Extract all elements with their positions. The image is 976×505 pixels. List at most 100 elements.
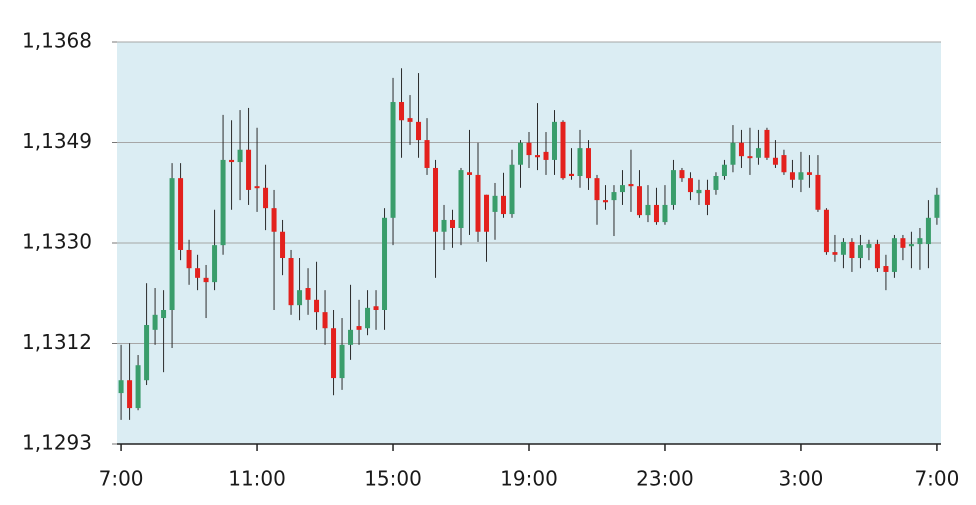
- x-tick-label: 23:00: [636, 467, 694, 491]
- candle-body: [602, 200, 608, 203]
- candle-body: [696, 189, 702, 194]
- candle-body: [365, 307, 371, 329]
- candle-body: [560, 121, 566, 179]
- candle-body: [212, 245, 218, 283]
- candle-body: [399, 102, 405, 121]
- candle-body: [492, 195, 498, 212]
- y-tick-label: 1,1368: [22, 29, 92, 53]
- candle-body: [390, 102, 396, 218]
- candle-body: [925, 217, 931, 245]
- candle-body: [450, 219, 456, 228]
- candle-body: [900, 238, 906, 248]
- candle-body: [424, 140, 430, 168]
- candle-body: [356, 326, 362, 330]
- y-tick-label: 1,1312: [22, 330, 92, 354]
- candle-body: [704, 189, 710, 205]
- candle-body: [144, 325, 150, 381]
- candle-body: [433, 167, 439, 232]
- candle-body: [568, 173, 574, 176]
- candle-body: [195, 268, 201, 278]
- candle-body: [322, 312, 328, 329]
- candle-body: [135, 365, 141, 409]
- candle-body: [229, 159, 235, 163]
- y-tick-label: 1,1330: [22, 230, 92, 254]
- candle-body: [874, 244, 880, 269]
- candle-body: [866, 244, 872, 248]
- candle-body: [305, 288, 311, 300]
- candle-body: [331, 328, 337, 379]
- candle-body: [789, 172, 795, 180]
- x-tick-label: 7:00: [914, 467, 959, 491]
- candle-body: [348, 329, 354, 345]
- candle-body: [772, 157, 778, 165]
- candle-body: [551, 121, 557, 160]
- candle-body: [534, 155, 540, 158]
- candle-body: [670, 170, 676, 205]
- candle-body: [127, 380, 133, 409]
- candle-body: [339, 344, 345, 379]
- candle-body: [382, 217, 388, 310]
- candle-body: [687, 178, 693, 193]
- candle-body: [169, 178, 175, 310]
- candle-body: [934, 194, 940, 218]
- candle-body: [832, 252, 838, 255]
- candle-body: [840, 241, 846, 255]
- candle-body: [577, 148, 583, 176]
- candle-body: [628, 184, 634, 187]
- candle-body: [594, 178, 600, 201]
- candle-body: [237, 149, 243, 163]
- candle-body: [764, 129, 770, 158]
- candle-body: [484, 194, 490, 232]
- candle-body: [815, 174, 821, 210]
- candle-body: [263, 187, 269, 209]
- candle-body: [849, 241, 855, 259]
- candle-body: [475, 174, 481, 232]
- candle-body: [883, 266, 889, 272]
- candle-body: [645, 204, 651, 216]
- candle-body: [416, 121, 422, 141]
- candle-body: [917, 238, 923, 245]
- candle-body: [543, 151, 549, 160]
- candle-body: [730, 142, 736, 165]
- candle-body: [721, 164, 727, 176]
- candle-body: [908, 244, 914, 247]
- candle-body: [806, 172, 812, 175]
- candle-body: [781, 155, 787, 173]
- candle-body: [161, 310, 167, 319]
- candle-body: [653, 204, 659, 223]
- y-tick-label: 1,1349: [22, 129, 92, 153]
- candle-body: [636, 186, 642, 216]
- candle-body: [458, 170, 464, 228]
- x-tick-label: 19:00: [500, 467, 558, 491]
- candle-body: [271, 208, 277, 232]
- candle-body: [518, 142, 524, 165]
- x-tick-label: 15:00: [364, 467, 422, 491]
- x-tick-label: 3:00: [778, 467, 823, 491]
- candle-body: [798, 172, 804, 180]
- candle-body: [254, 186, 260, 189]
- candle-body: [662, 204, 668, 223]
- candle-body: [611, 192, 617, 201]
- candle-body: [738, 142, 744, 157]
- candle-body: [526, 142, 532, 156]
- candle-body: [246, 149, 252, 190]
- candle-body: [747, 156, 753, 159]
- candle-body: [619, 185, 625, 193]
- candle-body: [755, 148, 761, 158]
- candle-body: [314, 299, 320, 313]
- candle-body: [297, 290, 303, 306]
- candle-body: [585, 148, 591, 179]
- candle-body: [186, 249, 192, 269]
- candle-body: [823, 209, 829, 253]
- candle-body: [891, 238, 897, 272]
- candle-body: [407, 118, 413, 122]
- x-tick-label: 7:00: [99, 467, 144, 491]
- y-tick-label: 1,1293: [22, 431, 92, 455]
- candle-body: [220, 159, 226, 246]
- candle-body: [713, 176, 719, 190]
- candle-body: [467, 172, 473, 175]
- candle-body: [679, 170, 685, 179]
- candle-body: [441, 219, 447, 232]
